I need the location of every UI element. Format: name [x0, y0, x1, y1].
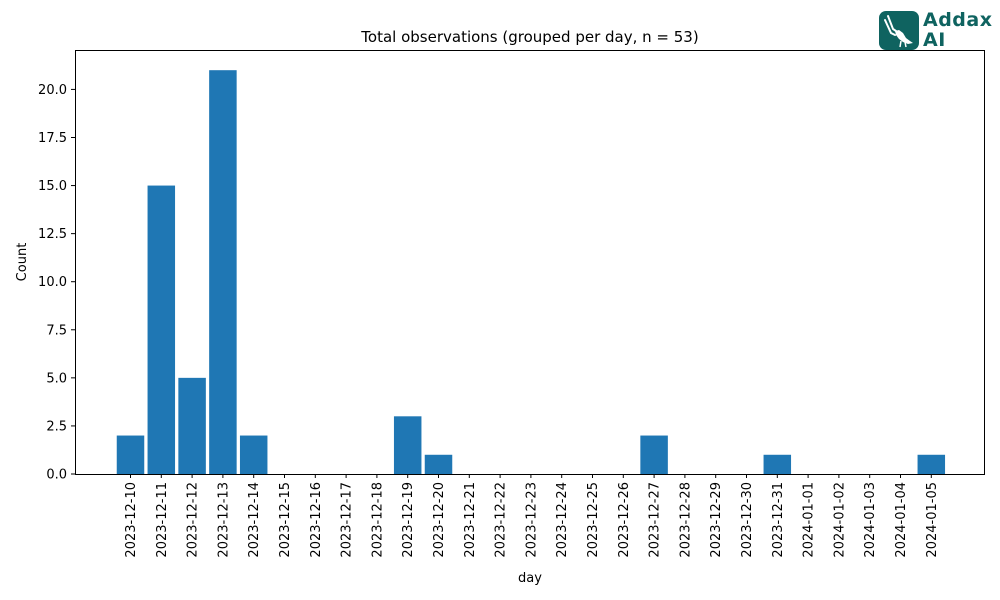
x-tick-label: 2024-01-01	[802, 482, 817, 558]
bar-2023-12-20	[424, 454, 453, 474]
x-tick-label: 2023-12-23	[524, 482, 539, 558]
x-tick-label: 2023-12-28	[678, 482, 693, 558]
x-tick-label: 2023-12-26	[617, 482, 632, 558]
x-tick-label: 2023-12-20	[432, 482, 447, 558]
x-tick-label: 2024-01-04	[894, 482, 909, 558]
y-tick-label: 7.5	[46, 323, 67, 338]
bar-2023-12-13	[209, 70, 237, 474]
y-tick-label: 0.0	[46, 468, 67, 483]
x-tick-label: 2023-12-29	[709, 482, 724, 558]
x-tick-label: 2023-12-11	[155, 482, 170, 558]
x-tick-label: 2023-12-10	[124, 482, 139, 558]
x-tick-label: 2023-12-25	[586, 482, 601, 558]
y-tick-label: 17.5	[38, 131, 67, 146]
x-tick-label: 2024-01-05	[925, 482, 940, 558]
bar-2023-12-14	[239, 435, 268, 474]
x-axis-label: day	[518, 571, 542, 586]
y-tick-label: 15.0	[38, 179, 67, 194]
logo-text-line-1: Addax	[923, 9, 993, 31]
y-tick-label: 12.5	[38, 227, 67, 242]
bar-2023-12-10	[116, 435, 145, 474]
x-tick-label: 2023-12-22	[494, 482, 509, 558]
y-tick-label: 10.0	[38, 275, 67, 290]
chart-title: Total observations (grouped per day, n =…	[360, 28, 698, 46]
logo-text-line-2: AI	[923, 29, 946, 51]
addax-antelope-icon	[879, 11, 919, 50]
bar-2023-12-27	[640, 435, 668, 474]
y-axis-label: Count	[15, 243, 30, 282]
bar-2023-12-11	[147, 185, 176, 474]
bar-2023-12-12	[178, 377, 206, 474]
x-tick-label: 2023-12-14	[247, 482, 262, 558]
x-tick-label: 2023-12-19	[401, 482, 416, 558]
x-tick-label: 2023-12-13	[216, 482, 231, 558]
x-tick-label: 2023-12-17	[340, 482, 355, 558]
x-tick-label: 2023-12-27	[648, 482, 663, 558]
y-tick-label: 5.0	[46, 371, 67, 386]
x-tick-label: 2023-12-21	[463, 482, 478, 558]
bar-2023-12-19	[393, 416, 422, 474]
x-tick-label: 2023-12-18	[370, 482, 385, 558]
y-tick-label: 2.5	[46, 419, 67, 434]
bar-2024-01-05	[917, 454, 946, 474]
addax-ai-logo: Addax AI	[879, 9, 994, 51]
plot-frame	[75, 50, 985, 475]
x-tick-label: 2023-12-24	[555, 482, 570, 558]
x-tick-label: 2023-12-16	[309, 482, 324, 558]
x-tick-label: 2023-12-30	[740, 482, 755, 558]
x-tick-label: 2023-12-15	[278, 482, 293, 558]
y-tick-label: 20.0	[38, 83, 67, 98]
x-tick-label: 2024-01-02	[832, 482, 847, 558]
x-tick-label: 2024-01-03	[863, 482, 878, 558]
x-tick-label: 2023-12-31	[771, 482, 786, 558]
x-tick-label: 2023-12-12	[186, 482, 201, 558]
bar-2023-12-31	[763, 454, 792, 474]
